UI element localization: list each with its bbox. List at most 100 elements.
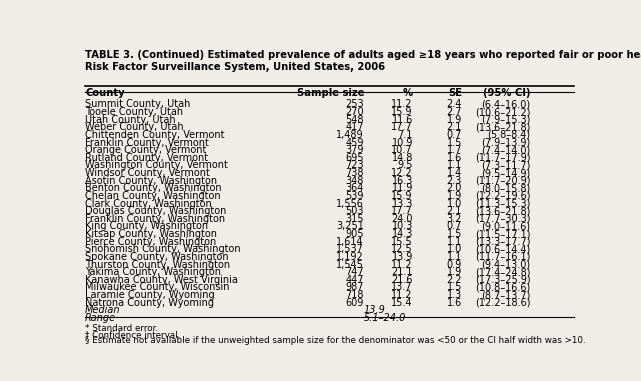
- Text: (9.4–13.0): (9.4–13.0): [481, 259, 530, 270]
- Text: (17.7–30.3): (17.7–30.3): [475, 214, 530, 224]
- Text: 1.9: 1.9: [447, 267, 462, 277]
- Text: (5.8–8.4): (5.8–8.4): [487, 130, 530, 140]
- Text: 17.7: 17.7: [391, 122, 413, 132]
- Text: Franklin County, Vermont: Franklin County, Vermont: [85, 138, 209, 147]
- Text: Kitsap County, Washington: Kitsap County, Washington: [85, 229, 217, 239]
- Text: 723: 723: [345, 160, 364, 170]
- Text: 15.9: 15.9: [392, 191, 413, 201]
- Text: 1.0: 1.0: [447, 244, 462, 255]
- Text: TABLE 3. (Continued) Estimated prevalence of adults aged ≥18 years who reported : TABLE 3. (Continued) Estimated prevalenc…: [85, 50, 641, 72]
- Text: 315: 315: [345, 214, 364, 224]
- Text: 13.9: 13.9: [364, 305, 386, 315]
- Text: (12.2–19.6): (12.2–19.6): [475, 191, 530, 201]
- Text: 539: 539: [345, 191, 364, 201]
- Text: 1,192: 1,192: [337, 252, 364, 262]
- Text: Laramie County, Wyoming: Laramie County, Wyoming: [85, 290, 215, 300]
- Text: 1.0: 1.0: [447, 199, 462, 208]
- Text: Washington County, Vermont: Washington County, Vermont: [85, 160, 228, 170]
- Text: 15.9: 15.9: [392, 107, 413, 117]
- Text: 695: 695: [345, 153, 364, 163]
- Text: 2.3: 2.3: [447, 176, 462, 186]
- Text: (7.9–15.3): (7.9–15.3): [481, 115, 530, 125]
- Text: 1,537: 1,537: [336, 244, 364, 255]
- Text: Chelan County, Washington: Chelan County, Washington: [85, 191, 221, 201]
- Text: 1,556: 1,556: [336, 199, 364, 208]
- Text: (11.7–16.1): (11.7–16.1): [475, 252, 530, 262]
- Text: 1.1: 1.1: [447, 237, 462, 247]
- Text: 1.1: 1.1: [447, 252, 462, 262]
- Text: 10.7: 10.7: [392, 145, 413, 155]
- Text: 0.7: 0.7: [447, 221, 462, 231]
- Text: 11.9: 11.9: [392, 183, 413, 193]
- Text: 417: 417: [345, 122, 364, 132]
- Text: 1,614: 1,614: [337, 237, 364, 247]
- Text: 2.7: 2.7: [446, 107, 462, 117]
- Text: County: County: [85, 88, 125, 98]
- Text: (13.6–21.8): (13.6–21.8): [475, 122, 530, 132]
- Text: 17.7: 17.7: [391, 206, 413, 216]
- Text: 1.4: 1.4: [447, 168, 462, 178]
- Text: 14.8: 14.8: [392, 153, 413, 163]
- Text: 905: 905: [345, 229, 364, 239]
- Text: 1.5: 1.5: [447, 138, 462, 147]
- Text: 15.5: 15.5: [391, 237, 413, 247]
- Text: (11.7–20.9): (11.7–20.9): [475, 176, 530, 186]
- Text: 13.3: 13.3: [392, 199, 413, 208]
- Text: 11.2: 11.2: [392, 290, 413, 300]
- Text: 3,251: 3,251: [336, 221, 364, 231]
- Text: 609: 609: [345, 298, 364, 308]
- Text: Windsor County, Vermont: Windsor County, Vermont: [85, 168, 210, 178]
- Text: 348: 348: [345, 176, 364, 186]
- Text: Weber County, Utah: Weber County, Utah: [85, 122, 184, 132]
- Text: Douglas County, Washington: Douglas County, Washington: [85, 206, 226, 216]
- Text: Utah County, Utah: Utah County, Utah: [85, 115, 176, 125]
- Text: Benton County, Washington: Benton County, Washington: [85, 183, 222, 193]
- Text: 11.2: 11.2: [392, 259, 413, 270]
- Text: 10.9: 10.9: [392, 138, 413, 147]
- Text: (8.0–15.8): (8.0–15.8): [481, 183, 530, 193]
- Text: Franklin County, Washington: Franklin County, Washington: [85, 214, 225, 224]
- Text: 21.6: 21.6: [392, 275, 413, 285]
- Text: 1.6: 1.6: [447, 298, 462, 308]
- Text: (10.6–21.2): (10.6–21.2): [475, 107, 530, 117]
- Text: (9.0–11.6): (9.0–11.6): [481, 221, 530, 231]
- Text: Summit County, Utah: Summit County, Utah: [85, 99, 190, 109]
- Text: 1.9: 1.9: [447, 191, 462, 201]
- Text: 16.3: 16.3: [392, 176, 413, 186]
- Text: Kanawha County, West Virginia: Kanawha County, West Virginia: [85, 275, 238, 285]
- Text: 1.9: 1.9: [447, 115, 462, 125]
- Text: Clark County, Washington: Clark County, Washington: [85, 199, 212, 208]
- Text: 12.5: 12.5: [391, 244, 413, 255]
- Text: (13.3–17.7): (13.3–17.7): [475, 237, 530, 247]
- Text: 1.1: 1.1: [447, 160, 462, 170]
- Text: Spokane County, Washington: Spokane County, Washington: [85, 252, 229, 262]
- Text: Orange County, Vermont: Orange County, Vermont: [85, 145, 206, 155]
- Text: 459: 459: [345, 138, 364, 147]
- Text: (11.5–17.1): (11.5–17.1): [475, 229, 530, 239]
- Text: Milwaukee County, Wisconsin: Milwaukee County, Wisconsin: [85, 282, 229, 293]
- Text: 5.1–24.0: 5.1–24.0: [364, 313, 406, 323]
- Text: (11.7–17.9): (11.7–17.9): [475, 153, 530, 163]
- Text: 12.2: 12.2: [391, 168, 413, 178]
- Text: 447: 447: [345, 275, 364, 285]
- Text: 11.6: 11.6: [392, 115, 413, 125]
- Text: 364: 364: [345, 183, 364, 193]
- Text: SE: SE: [448, 88, 462, 98]
- Text: 2.4: 2.4: [447, 99, 462, 109]
- Text: 2.0: 2.0: [447, 183, 462, 193]
- Text: (12.2–18.6): (12.2–18.6): [475, 298, 530, 308]
- Text: 718: 718: [345, 290, 364, 300]
- Text: (7.9–13.9): (7.9–13.9): [481, 138, 530, 147]
- Text: 1.7: 1.7: [447, 145, 462, 155]
- Text: (17.4–24.8): (17.4–24.8): [475, 267, 530, 277]
- Text: (10.8–16.6): (10.8–16.6): [475, 282, 530, 293]
- Text: 503: 503: [345, 206, 364, 216]
- Text: (10.6–14.4): (10.6–14.4): [475, 244, 530, 255]
- Text: 15.4: 15.4: [392, 298, 413, 308]
- Text: 11.2: 11.2: [392, 99, 413, 109]
- Text: (11.3–15.3): (11.3–15.3): [475, 199, 530, 208]
- Text: Tooele County, Utah: Tooele County, Utah: [85, 107, 183, 117]
- Text: Rutland County, Vermont: Rutland County, Vermont: [85, 153, 208, 163]
- Text: (7.4–14.0): (7.4–14.0): [481, 145, 530, 155]
- Text: (17.3–25.9): (17.3–25.9): [475, 275, 530, 285]
